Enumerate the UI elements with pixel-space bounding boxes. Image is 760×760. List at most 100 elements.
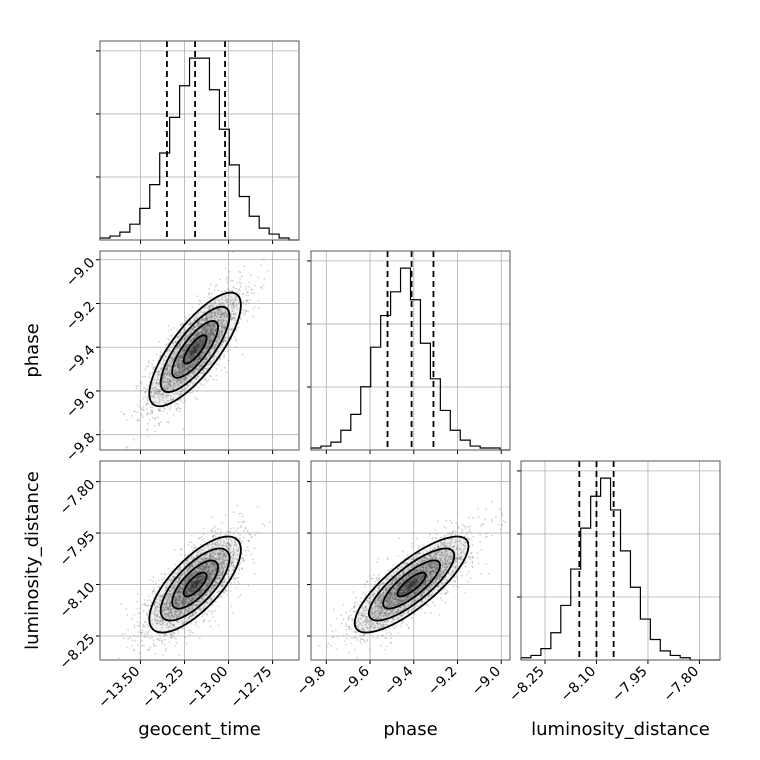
sample-point: [230, 562, 233, 565]
sample-point: [210, 553, 213, 555]
sample-point: [183, 585, 186, 587]
sample-point: [193, 337, 196, 339]
sample-point: [208, 336, 211, 339]
sample-point: [174, 369, 177, 371]
sample-point: [245, 294, 248, 296]
sample-point: [198, 607, 201, 610]
sample-point: [230, 605, 233, 608]
sample-point: [148, 418, 151, 421]
sample-point: [176, 392, 179, 395]
sample-point: [194, 589, 197, 592]
sample-point: [186, 569, 189, 572]
sample-point: [170, 604, 172, 607]
sample-point: [213, 558, 216, 560]
sample-point: [224, 514, 227, 517]
sample-point: [208, 578, 211, 580]
sample-point: [178, 336, 181, 338]
sample-point: [194, 584, 197, 587]
sample-point: [166, 343, 168, 346]
sample-point: [238, 512, 240, 515]
sample-point: [214, 317, 216, 320]
sample-point: [200, 319, 203, 322]
sample-point: [208, 569, 211, 572]
sample-point: [170, 637, 173, 639]
sample-point: [210, 302, 213, 305]
sample-point: [194, 571, 196, 574]
sample-point: [181, 363, 184, 366]
sample-point: [196, 322, 199, 325]
sample-point: [205, 594, 207, 597]
sample-point: [209, 625, 212, 628]
sample-point: [159, 637, 162, 640]
sample-point: [171, 616, 174, 619]
sample-point: [182, 378, 185, 381]
sample-point: [250, 536, 253, 539]
sample-point: [206, 591, 208, 594]
sample-point: [178, 358, 181, 361]
sample-point: [144, 391, 147, 393]
sample-point: [200, 565, 203, 568]
sample-point: [163, 374, 166, 377]
sample-point: [233, 544, 236, 547]
sample-point: [201, 341, 204, 343]
sample-point: [193, 561, 196, 564]
sample-point: [207, 324, 210, 326]
sample-point: [144, 391, 146, 394]
sample-point: [209, 342, 212, 345]
sample-point: [179, 354, 182, 357]
sample-point: [182, 428, 185, 431]
sample-point: [187, 368, 190, 371]
sample-point: [221, 572, 224, 575]
sample-point: [201, 549, 204, 552]
sample-point: [171, 359, 174, 362]
sample-point: [208, 572, 211, 575]
sample-point: [169, 364, 172, 367]
sample-point: [133, 410, 135, 412]
sample-point: [174, 601, 177, 604]
sample-point: [177, 371, 180, 374]
sample-point: [191, 363, 194, 366]
sample-point: [158, 409, 161, 412]
sample-point: [214, 563, 216, 566]
sample-point: [203, 326, 206, 328]
sample-point: [211, 331, 214, 333]
sample-point: [176, 364, 179, 367]
sample-point: [227, 336, 229, 339]
sample-point: [202, 342, 205, 345]
sample-point: [200, 363, 203, 366]
sample-point: [153, 604, 156, 606]
sample-point: [235, 529, 238, 531]
sample-point: [189, 588, 192, 591]
sample-point: [210, 612, 213, 615]
sample-point: [187, 356, 190, 358]
sample-point: [192, 337, 195, 340]
sample-point: [177, 379, 180, 381]
sample-point: [208, 567, 211, 569]
sample-point: [198, 584, 201, 587]
sample-point: [164, 372, 167, 374]
sample-point: [182, 596, 185, 599]
sample-point: [236, 290, 239, 293]
sample-point: [161, 622, 164, 624]
sample-point: [195, 349, 197, 352]
sample-point: [156, 390, 159, 393]
sample-point: [189, 323, 192, 326]
sample-point: [190, 581, 193, 584]
sample-point: [215, 328, 218, 330]
sample-point: [176, 599, 178, 602]
sample-point: [212, 534, 215, 537]
sample-point: [211, 304, 214, 307]
sample-point: [159, 390, 161, 393]
sample-point: [175, 601, 178, 604]
sample-point: [171, 380, 174, 382]
sample-point: [209, 305, 212, 308]
sample-point: [191, 362, 194, 365]
sample-point: [153, 586, 156, 589]
sample-point: [213, 595, 216, 597]
sample-point: [218, 556, 221, 559]
sample-point: [177, 591, 180, 594]
sample-point: [190, 352, 193, 354]
sample-point: [205, 360, 207, 363]
sample-point: [195, 583, 198, 586]
sample-point: [178, 610, 181, 612]
